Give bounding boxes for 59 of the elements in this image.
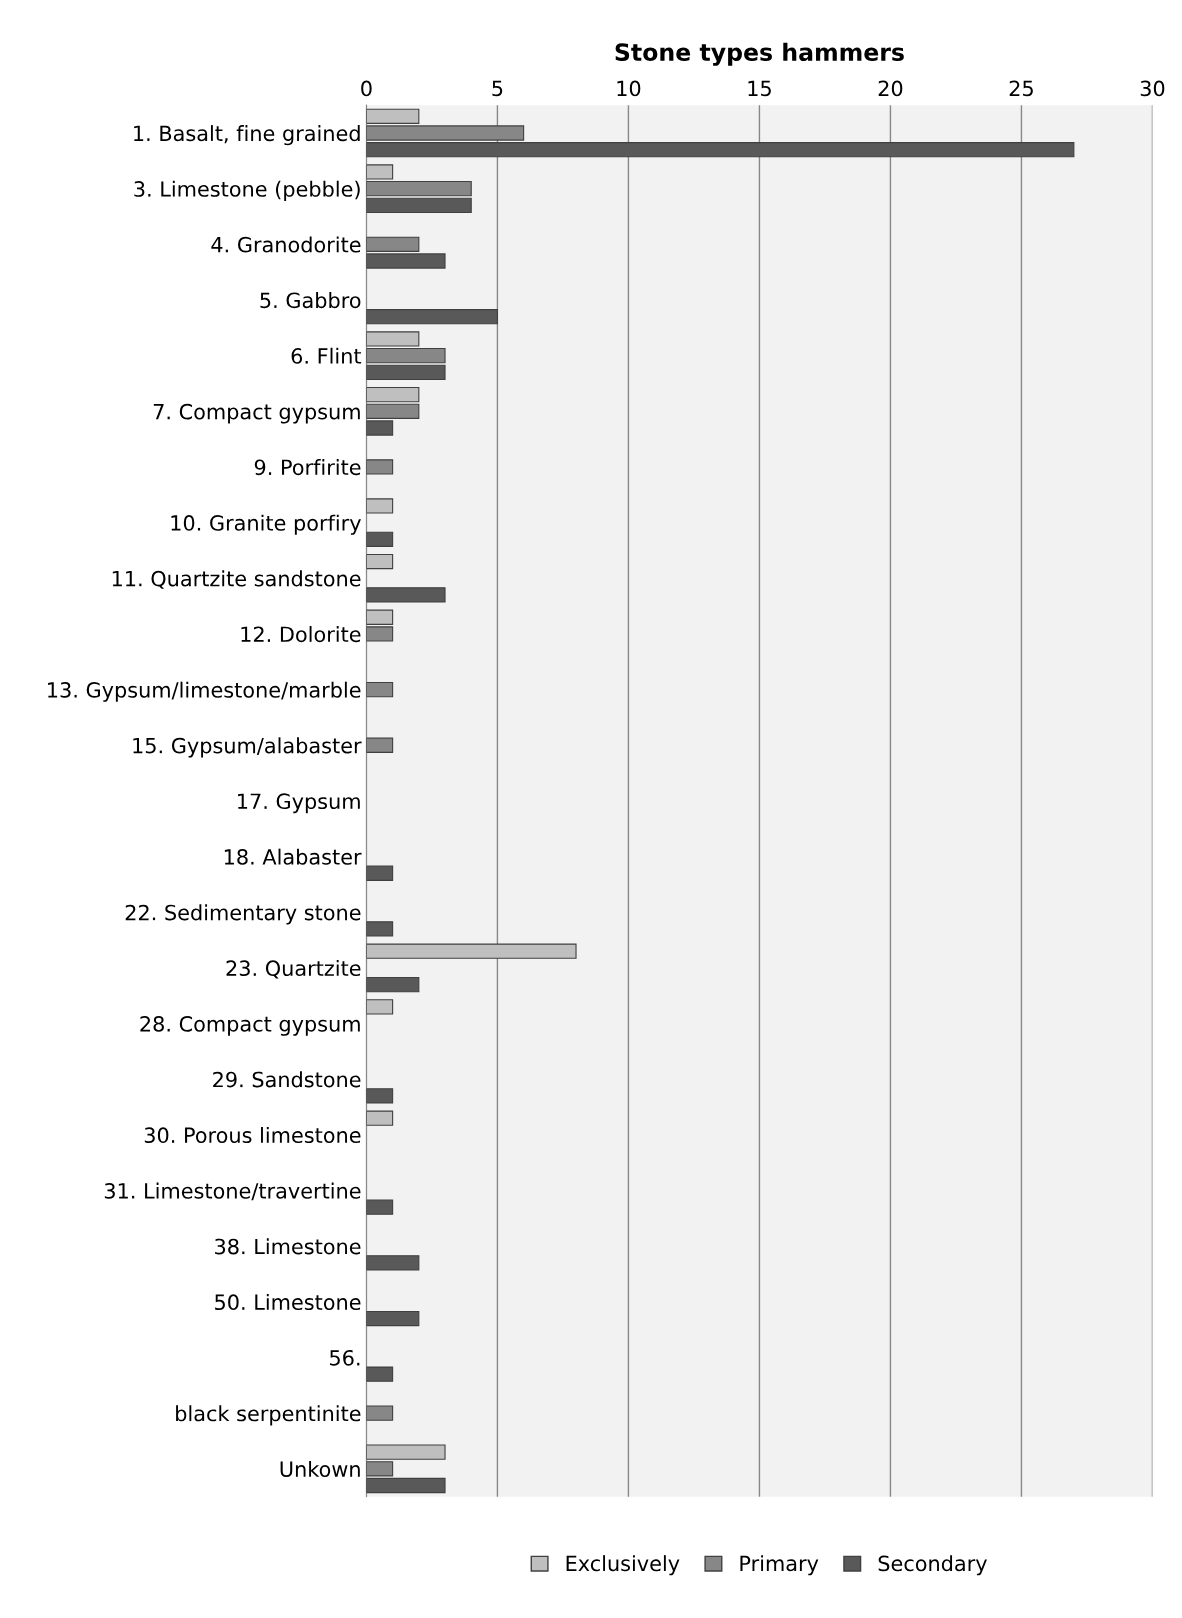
legend-label: Secondary <box>878 1555 987 1576</box>
bar <box>366 1366 394 1382</box>
y-tick-label: 31. Limestone/travertine <box>104 1182 361 1201</box>
bar <box>366 498 394 514</box>
y-tick-label: 23. Quartzite <box>226 959 361 979</box>
bar <box>366 364 446 380</box>
x-tick-label: 5 <box>492 80 503 97</box>
bar <box>366 1255 420 1271</box>
bar <box>366 1110 394 1126</box>
legend-label: Primary <box>740 1555 819 1576</box>
x-tick-label: 0 <box>361 80 372 97</box>
bar <box>366 921 394 937</box>
y-tick-label: 5. Gabbro <box>260 292 361 309</box>
bar <box>366 531 394 547</box>
y-tick-label: 1. Basalt, fine grained <box>134 125 360 146</box>
y-tick-label: 3. Limestone (pebble) <box>134 180 360 201</box>
y-tick-label: Unkown <box>280 1460 360 1478</box>
y-tick-label: 30. Porous limestone <box>144 1126 361 1144</box>
bar <box>366 737 394 753</box>
bar <box>366 1405 394 1421</box>
chart-title: Stone types hammers <box>615 42 904 66</box>
bar <box>366 197 472 214</box>
y-tick-label: 4. Granodorite <box>211 236 361 253</box>
x-tick-label: 10 <box>617 80 641 97</box>
y-tick-label: 9. Porfirite <box>254 459 361 476</box>
y-tick-label: 6. Flint <box>291 347 362 364</box>
y-tick-label: 29. Sandstone <box>213 1071 361 1088</box>
bar <box>366 386 420 403</box>
bar <box>366 459 394 475</box>
x-tick-label: 20 <box>878 80 903 97</box>
y-tick-label: 38. Limestone <box>215 1238 361 1255</box>
y-tick-label: 22. Sedimentary stone <box>125 904 361 925</box>
y-tick-label: black serpentinite <box>176 1405 361 1426</box>
y-tick-label: 13. Gypsum/limestone/marble <box>48 681 361 702</box>
x-tick-label: 15 <box>748 80 771 97</box>
bar <box>366 999 394 1015</box>
bar <box>366 865 394 881</box>
y-tick-label: 11. Quartzite sandstone <box>112 570 361 589</box>
bar <box>366 587 446 603</box>
y-tick-label: 12. Dolorite <box>241 626 361 643</box>
x-tick-label: 25 <box>1009 80 1033 97</box>
bar <box>366 1310 420 1327</box>
bar <box>366 976 420 993</box>
y-tick-label: 50. Limestone <box>215 1293 361 1311</box>
bar <box>366 553 394 570</box>
bar <box>366 1199 394 1215</box>
y-tick-label: 15. Gypsum/alabaster <box>133 737 362 758</box>
x-tick-label: 30 <box>1140 80 1165 97</box>
y-tick-label: 7. Compact gypsum <box>153 403 360 424</box>
bar <box>366 943 577 959</box>
bar <box>366 309 498 325</box>
bar <box>366 1088 394 1104</box>
bar <box>366 681 394 698</box>
y-tick-label: 17. Gypsum <box>238 793 360 814</box>
y-tick-label: 28. Compact gypsum <box>140 1016 360 1036</box>
y-tick-label: 56. <box>330 1349 360 1366</box>
y-tick-label: 18. Alabaster <box>224 848 362 865</box>
y-tick-label: 10. Granite porfiry <box>171 514 361 535</box>
legend-label: Exclusively <box>566 1555 680 1576</box>
